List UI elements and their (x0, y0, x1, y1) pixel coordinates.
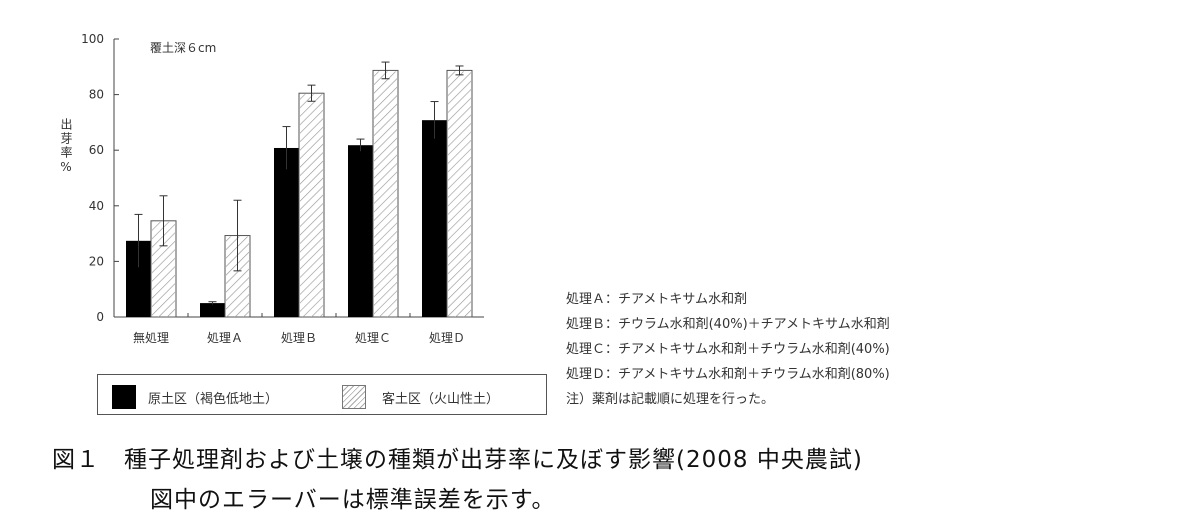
legend-label: 原土区（褐色低地土） (148, 392, 279, 407)
x-tick-label: 処理Ａ (207, 331, 243, 345)
note-line: 処理Ｃ：チアメトキサム水和剤＋チウラム水和剤(40%) (566, 342, 890, 357)
bar-hatch-fill (374, 71, 397, 317)
bar-hatch-fill (226, 236, 249, 317)
bar-hatch-fill (448, 71, 471, 317)
legend-label: 客土区（火山性土） (382, 392, 500, 407)
x-tick-label: 無処理 (133, 330, 169, 345)
legend-swatch-hatched (342, 385, 366, 409)
bar-chart: 0 20 40 60 80 100 無処理 処理Ａ 処理Ｂ 処理Ｃ 処理Ｄ 覆土深６cm (81, 32, 484, 345)
bar-solid (422, 120, 447, 318)
note-line: 注）薬剤は記載順に処理を行った。 (566, 392, 775, 407)
bar-hatch-fill (152, 221, 175, 317)
y-tick-label: 20 (89, 254, 104, 268)
y-axis-label: 出芽率% (59, 118, 73, 176)
bar-solid (348, 145, 373, 317)
y-tick-label: 80 (89, 88, 104, 102)
note-line: 処理Ｄ：チアメトキサム水和剤＋チウラム水和剤(80%) (566, 367, 890, 382)
figure-caption-note: 図中のエラーバーは標準誤差を示す。 (150, 487, 556, 513)
legend: 原土区（褐色低地土） 客土区（火山性土） (97, 374, 547, 415)
x-tick-label: 処理Ｃ (355, 331, 391, 345)
chart-annotation: 覆土深６cm (150, 41, 216, 55)
y-tick-label: 100 (81, 32, 104, 46)
x-tick-label: 処理Ｂ (281, 331, 317, 345)
figure-caption: 図１ 種子処理剤および土壌の種類が出芽率に及ぼす影響(2008 中央農試) (52, 447, 863, 473)
note-line: 処理Ａ：チアメトキサム水和剤 (566, 292, 748, 307)
bar-solid (274, 147, 299, 317)
legend-swatch-solid (112, 385, 136, 409)
x-tick-label: 処理Ｄ (429, 331, 465, 345)
y-tick-label: 60 (89, 143, 104, 157)
note-line: 処理Ｂ：チウラム水和剤(40%)＋チアメトキサム水和剤 (566, 317, 890, 332)
y-tick-label: 0 (96, 310, 104, 324)
y-tick-label: 40 (89, 199, 104, 213)
bar-solid (200, 303, 225, 317)
bar-hatch-fill (300, 94, 323, 318)
